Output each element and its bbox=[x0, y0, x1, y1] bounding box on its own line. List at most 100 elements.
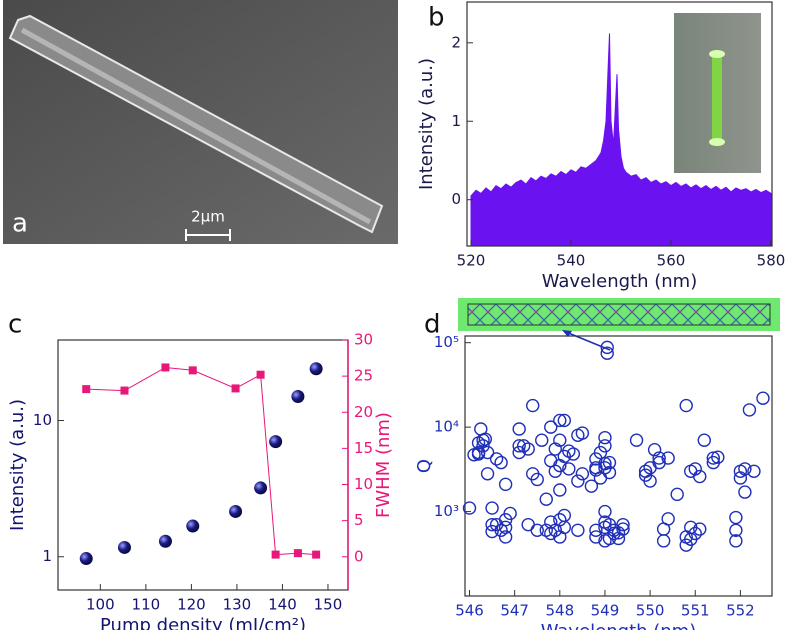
point bbox=[161, 363, 170, 372]
point bbox=[593, 445, 608, 460]
point bbox=[120, 386, 129, 395]
point bbox=[471, 445, 486, 460]
x-tick-label: 520 bbox=[457, 252, 486, 270]
point bbox=[553, 513, 567, 527]
point bbox=[553, 413, 567, 428]
x-tick-label: 551 bbox=[681, 602, 710, 620]
y-tick-label: 1 bbox=[42, 547, 52, 565]
point bbox=[512, 445, 526, 460]
x-tick-label: 110 bbox=[132, 596, 161, 614]
point bbox=[738, 462, 752, 476]
point bbox=[476, 439, 490, 453]
point bbox=[747, 464, 761, 478]
point bbox=[229, 504, 243, 518]
point bbox=[693, 469, 707, 484]
point bbox=[729, 534, 743, 548]
point bbox=[539, 492, 553, 506]
point bbox=[729, 510, 743, 525]
point bbox=[616, 522, 630, 536]
point bbox=[254, 481, 268, 495]
point bbox=[706, 451, 721, 465]
plot-frame bbox=[466, 1, 773, 247]
point bbox=[602, 455, 617, 470]
y-tick-label: 0 bbox=[451, 190, 461, 208]
spectrum-area bbox=[470, 33, 772, 247]
point bbox=[688, 526, 702, 541]
point bbox=[485, 501, 499, 515]
point bbox=[600, 346, 614, 360]
point bbox=[544, 420, 558, 434]
point bbox=[697, 433, 711, 447]
x-axis-title: Wavelength (nm) bbox=[541, 621, 697, 630]
point bbox=[494, 455, 508, 470]
point bbox=[711, 450, 725, 464]
x-axis-title: Pump density (mJ/cm²) bbox=[100, 615, 306, 630]
x-tick-label: 547 bbox=[500, 602, 529, 620]
point bbox=[312, 550, 321, 559]
point bbox=[670, 487, 684, 502]
point bbox=[485, 524, 499, 539]
y2-tick-label: 10 bbox=[354, 475, 373, 493]
point bbox=[679, 398, 693, 413]
y-tick-label: 10³ bbox=[434, 502, 459, 520]
point bbox=[498, 530, 513, 544]
y-tick-label: 10⁵ bbox=[434, 333, 459, 351]
point bbox=[575, 467, 590, 481]
x-tick-label: 130 bbox=[223, 596, 252, 614]
y2-tick-label: 0 bbox=[354, 547, 364, 565]
y-tick-label: 10⁴ bbox=[434, 418, 459, 436]
point bbox=[544, 515, 558, 529]
y2-tick-label: 30 bbox=[354, 331, 373, 349]
plot-frame bbox=[57, 339, 349, 591]
point bbox=[498, 520, 513, 535]
x-tick-label: 100 bbox=[86, 596, 115, 614]
point bbox=[309, 362, 323, 376]
point bbox=[656, 534, 671, 548]
point bbox=[575, 426, 590, 440]
series-line bbox=[86, 366, 317, 556]
point bbox=[738, 485, 752, 499]
point bbox=[526, 398, 540, 413]
point bbox=[602, 465, 617, 480]
point bbox=[571, 474, 585, 488]
y2-tick-label: 20 bbox=[354, 403, 373, 421]
point bbox=[557, 508, 572, 523]
x-tick-label: 150 bbox=[314, 596, 343, 614]
x-tick-label: 140 bbox=[268, 596, 297, 614]
x-tick-label: 548 bbox=[545, 602, 574, 620]
y-tick-label: 2 bbox=[451, 33, 461, 51]
point bbox=[584, 479, 599, 493]
y2-tick-label: 15 bbox=[354, 439, 373, 457]
point bbox=[480, 445, 495, 460]
point bbox=[186, 519, 200, 533]
sem-image bbox=[3, 0, 398, 244]
point bbox=[462, 501, 477, 515]
point bbox=[480, 467, 495, 481]
point bbox=[566, 447, 581, 461]
x-tick-label: 549 bbox=[591, 602, 620, 620]
x-tick-label: 560 bbox=[657, 252, 686, 270]
point bbox=[503, 506, 517, 521]
panel-label: a bbox=[12, 209, 28, 239]
y-tick-label: 10 bbox=[33, 411, 52, 429]
point bbox=[512, 439, 526, 453]
x-tick-label: 550 bbox=[636, 602, 665, 620]
point bbox=[231, 384, 240, 393]
x-tick-label: 546 bbox=[455, 602, 484, 620]
panel-label: d bbox=[424, 310, 441, 340]
point bbox=[589, 523, 603, 537]
x-axis-title: Wavelength (nm) bbox=[542, 271, 698, 292]
point bbox=[271, 550, 280, 559]
point bbox=[729, 523, 743, 537]
point bbox=[589, 530, 603, 544]
point bbox=[82, 385, 91, 394]
point bbox=[293, 549, 302, 558]
x-tick-label: 552 bbox=[726, 602, 755, 620]
point bbox=[117, 540, 131, 554]
plot-frame bbox=[464, 335, 773, 597]
x-tick-label: 580 bbox=[757, 252, 786, 270]
point bbox=[512, 422, 526, 436]
point bbox=[598, 504, 612, 519]
point bbox=[269, 435, 283, 449]
